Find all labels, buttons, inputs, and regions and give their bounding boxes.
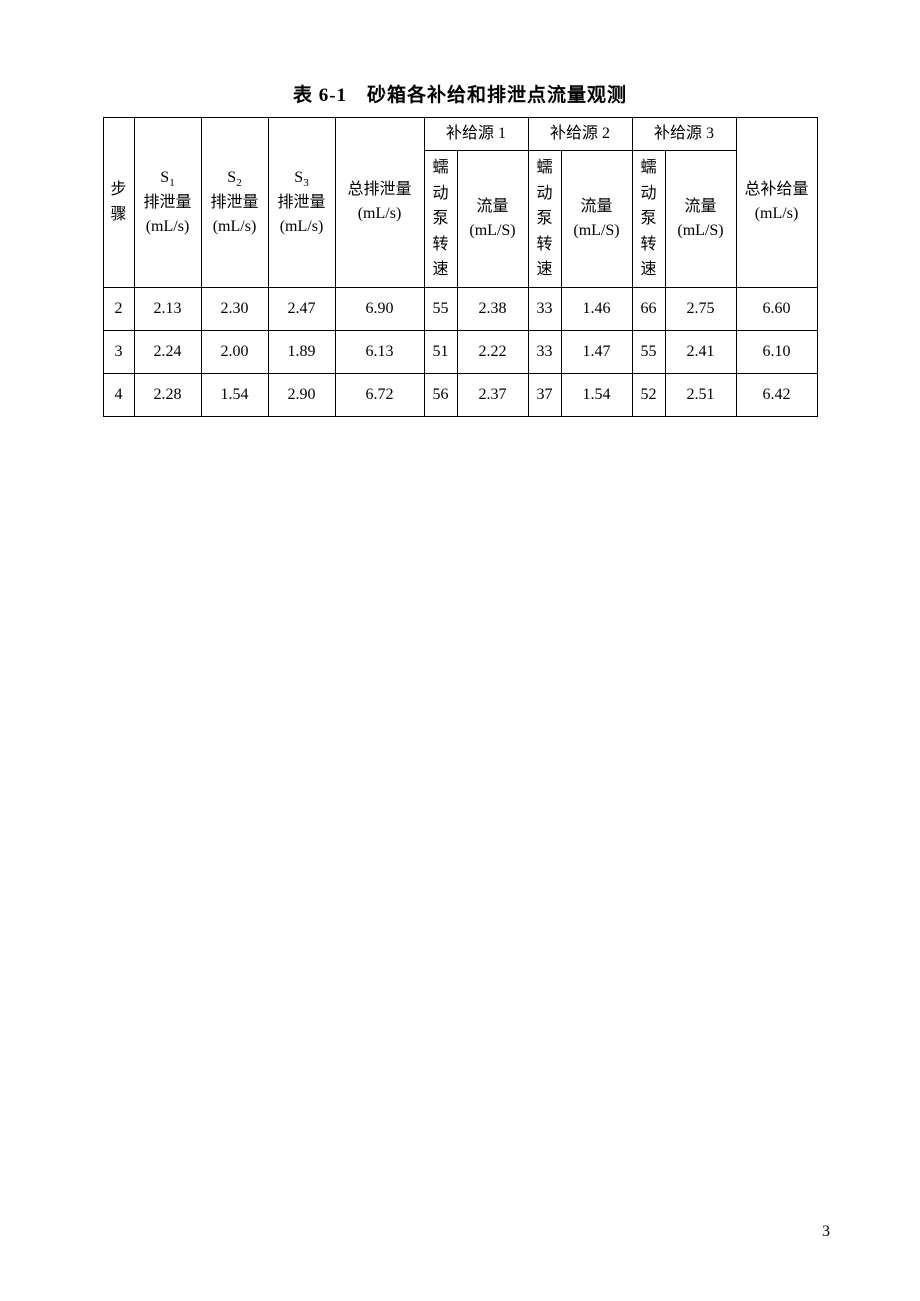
flow-table: 步 骤 S1 排泄量 (mL/s) S2 排泄量 (mL/s) S3 排泄量 (…: [103, 117, 818, 417]
cell-f3: 2.75: [665, 287, 736, 330]
col-s2-l2: (mL/s): [213, 218, 257, 235]
cell-step: 3: [103, 330, 134, 373]
cell-s1: 2.24: [134, 330, 201, 373]
cell-total-drain: 6.90: [335, 287, 424, 330]
cell-p1: 55: [424, 287, 457, 330]
cell-s1: 2.13: [134, 287, 201, 330]
cell-p2: 37: [528, 373, 561, 416]
col-pump1: 蠕 动 泵 转 速: [424, 151, 457, 288]
col-step-char2: 骤: [108, 202, 130, 228]
cell-f3: 2.41: [665, 330, 736, 373]
cell-p3: 52: [632, 373, 665, 416]
cell-s2: 1.54: [201, 373, 268, 416]
page-number: 3: [822, 1223, 830, 1241]
cell-f1: 2.38: [457, 287, 528, 330]
col-src2: 补给源 2: [528, 118, 632, 151]
col-pump2: 蠕 动 泵 转 速: [528, 151, 561, 288]
col-s1-sym: S1: [160, 169, 174, 186]
cell-f2: 1.54: [561, 373, 632, 416]
col-step: 步 骤: [103, 118, 134, 288]
col-flow2: 流量 (mL/S): [561, 151, 632, 288]
col-flow3: 流量 (mL/S): [665, 151, 736, 288]
cell-f2: 1.47: [561, 330, 632, 373]
table-body: 2 2.13 2.30 2.47 6.90 55 2.38 33 1.46 66…: [103, 287, 817, 416]
cell-p3: 66: [632, 287, 665, 330]
col-s2-l1: 排泄量: [210, 194, 258, 211]
col-total-supply-l2: (mL/s): [755, 205, 799, 222]
col-s3: S3 排泄量 (mL/s): [268, 118, 335, 288]
col-total-supply: 总补给量 (mL/s): [736, 118, 817, 288]
cell-s3: 1.89: [268, 330, 335, 373]
col-total-supply-l1: 总补给量: [744, 181, 808, 198]
table-row: 3 2.24 2.00 1.89 6.13 51 2.22 33 1.47 55…: [103, 330, 817, 373]
cell-total-drain: 6.13: [335, 330, 424, 373]
cell-s3: 2.90: [268, 373, 335, 416]
col-s1: S1 排泄量 (mL/s): [134, 118, 201, 288]
cell-total-supply: 6.60: [736, 287, 817, 330]
cell-s2: 2.00: [201, 330, 268, 373]
cell-f3: 2.51: [665, 373, 736, 416]
col-src3: 补给源 3: [632, 118, 736, 151]
cell-step: 2: [103, 287, 134, 330]
col-total-drain-l2: (mL/s): [358, 205, 402, 222]
col-src1: 补给源 1: [424, 118, 528, 151]
cell-p2: 33: [528, 287, 561, 330]
col-s3-l2: (mL/s): [280, 218, 324, 235]
cell-f1: 2.22: [457, 330, 528, 373]
cell-step: 4: [103, 373, 134, 416]
col-s3-sym: S3: [294, 169, 308, 186]
cell-s3: 2.47: [268, 287, 335, 330]
col-flow1: 流量 (mL/S): [457, 151, 528, 288]
col-s3-l1: 排泄量: [277, 194, 325, 211]
cell-s1: 2.28: [134, 373, 201, 416]
col-s1-l1: 排泄量: [143, 194, 191, 211]
cell-f1: 2.37: [457, 373, 528, 416]
cell-total-drain: 6.72: [335, 373, 424, 416]
col-total-drain: 总排泄量 (mL/s): [335, 118, 424, 288]
col-s2-sym: S2: [227, 169, 241, 186]
cell-total-supply: 6.10: [736, 330, 817, 373]
col-s2: S2 排泄量 (mL/s): [201, 118, 268, 288]
table-row: 2 2.13 2.30 2.47 6.90 55 2.38 33 1.46 66…: [103, 287, 817, 330]
table-title: 表 6-1 砂箱各补给和排泄点流量观测: [0, 80, 920, 107]
page: 表 6-1 砂箱各补给和排泄点流量观测 步 骤 S1 排泄量 (mL/s) S2…: [0, 0, 920, 1301]
cell-p2: 33: [528, 330, 561, 373]
col-pump3: 蠕 动 泵 转 速: [632, 151, 665, 288]
cell-p1: 56: [424, 373, 457, 416]
col-s1-l2: (mL/s): [146, 218, 190, 235]
table-header: 步 骤 S1 排泄量 (mL/s) S2 排泄量 (mL/s) S3 排泄量 (…: [103, 118, 817, 288]
col-total-drain-l1: 总排泄量: [347, 181, 411, 198]
table-row: 4 2.28 1.54 2.90 6.72 56 2.37 37 1.54 52…: [103, 373, 817, 416]
cell-p1: 51: [424, 330, 457, 373]
cell-p3: 55: [632, 330, 665, 373]
cell-f2: 1.46: [561, 287, 632, 330]
col-step-char1: 步: [108, 177, 130, 203]
cell-s2: 2.30: [201, 287, 268, 330]
cell-total-supply: 6.42: [736, 373, 817, 416]
